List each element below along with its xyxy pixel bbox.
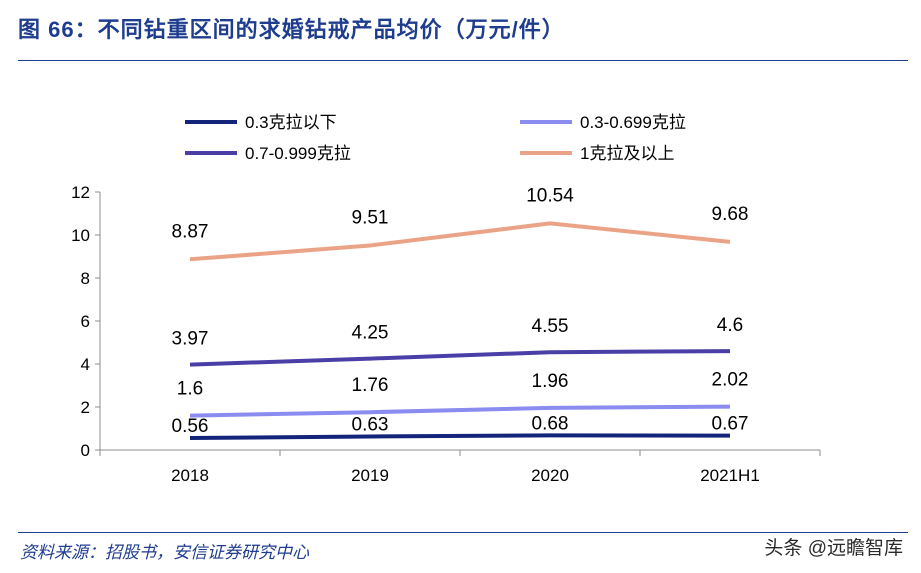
legend-item-3: 1克拉及以上 — [520, 144, 674, 163]
data-label: 0.56 — [172, 416, 209, 437]
data-label: 1.96 — [532, 371, 569, 392]
y-tick-label: 8 — [81, 269, 90, 288]
x-tick-label: 2019 — [351, 466, 389, 485]
series-line-1 — [189, 404, 731, 418]
data-label: 4.55 — [532, 316, 569, 337]
y-tick-label: 0 — [81, 441, 90, 460]
data-label: 9.68 — [712, 204, 749, 225]
legend-label: 0.7-0.999克拉 — [245, 144, 351, 163]
chart-legend: 0.3克拉以下 0.3-0.699克拉 0.7-0.999克拉 1克拉及以上 — [185, 113, 686, 163]
legend-label: 0.3克拉以下 — [245, 113, 337, 132]
data-label: 8.87 — [172, 221, 209, 242]
chart-axes: 0 2 4 6 8 10 12 2018 2019 2020 2021H1 — [71, 183, 821, 485]
y-tick-label: 2 — [81, 398, 90, 417]
legend-item-1: 0.3-0.699克拉 — [520, 113, 686, 132]
data-label: 0.67 — [712, 414, 749, 435]
legend-item-0: 0.3克拉以下 — [185, 113, 337, 132]
data-label: 1.6 — [177, 379, 203, 400]
figure-title: 图 66：不同钻重区间的求婚钻戒产品均价（万元/件） — [18, 17, 565, 42]
series-line-0 — [189, 433, 731, 440]
y-tick-label: 12 — [71, 183, 90, 202]
watermark: 头条 @远瞻智库 — [764, 538, 903, 559]
data-label: 4.6 — [717, 315, 743, 336]
data-label: 4.25 — [352, 323, 389, 344]
x-tick-label: 2020 — [531, 466, 569, 485]
series-line-2 — [189, 349, 731, 367]
chart-series — [189, 221, 731, 440]
x-tick-label: 2018 — [171, 466, 209, 485]
y-tick-label: 6 — [81, 312, 90, 331]
series-line-3 — [189, 221, 731, 262]
legend-item-2: 0.7-0.999克拉 — [185, 144, 351, 163]
legend-label: 0.3-0.699克拉 — [580, 113, 686, 132]
data-label: 0.63 — [352, 414, 389, 435]
data-label: 1.76 — [352, 375, 389, 396]
data-label: 10.54 — [526, 185, 574, 206]
source-note: 资料来源：招股书，安信证券研究中心 — [20, 543, 309, 562]
title-rule — [18, 60, 908, 61]
x-tick-label: 2021H1 — [700, 466, 760, 485]
footer-rule — [18, 532, 908, 533]
chart-data-labels: 0.56 0.63 0.68 0.67 1.6 1.76 1.96 2.02 3.97 4.25 4… — [172, 185, 749, 437]
data-label: 0.68 — [532, 413, 569, 434]
data-label: 9.51 — [352, 208, 389, 229]
data-label: 2.02 — [712, 370, 749, 391]
data-label: 3.97 — [172, 329, 209, 350]
y-tick-label: 10 — [71, 226, 90, 245]
y-tick-label: 4 — [81, 355, 90, 374]
legend-label: 1克拉及以上 — [580, 144, 674, 163]
